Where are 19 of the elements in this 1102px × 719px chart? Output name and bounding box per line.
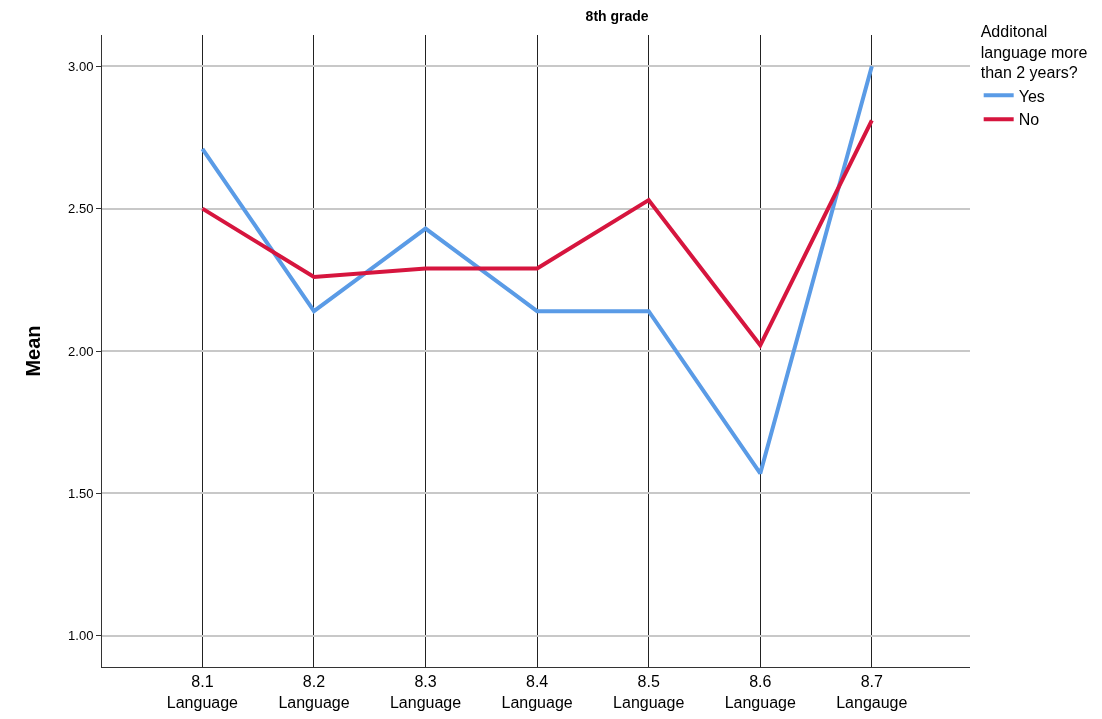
x-tick-label: 8.4 Language — [501, 673, 573, 711]
legend-label: Yes — [1018, 87, 1045, 105]
x-tick-label: 8.1 Language — [166, 673, 239, 711]
y-axis-title: Mean — [21, 325, 44, 377]
x-tick-label: 8.7 Langauge — [836, 673, 908, 711]
y-tick-label: 1.00 — [68, 628, 94, 644]
y-tick-label: 2.50 — [68, 201, 94, 217]
y-tick-label: 3.00 — [68, 58, 94, 74]
legend-title: Additonal language more than 2 years? — [980, 22, 1088, 82]
chart-title: 8th grade — [585, 7, 649, 24]
x-tick-label: 8.2 Language — [278, 673, 350, 711]
y-tick-label: 1.50 — [68, 485, 94, 501]
x-tick-label: 8.3 Language — [389, 673, 462, 711]
legend-label: No — [1018, 111, 1040, 129]
x-tick-label: 8.6 Language — [724, 673, 796, 711]
line-series — [200, 118, 874, 348]
y-tick-label: 2.00 — [68, 343, 94, 359]
line-series — [200, 64, 874, 476]
x-tick-label: 8.5 Language — [613, 673, 685, 711]
